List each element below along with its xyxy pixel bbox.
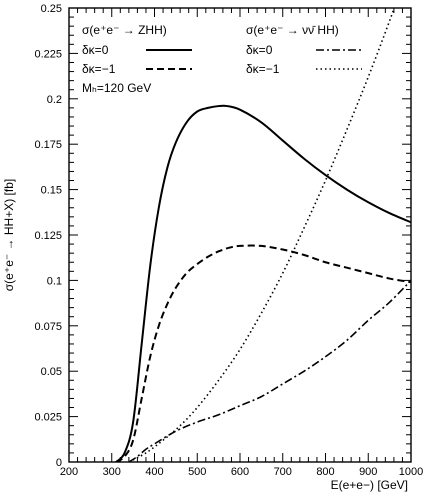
legend-label-nunuhh-dkm1: δκ=−1 [246,62,280,76]
x-tick-label: 700 [274,466,292,478]
y-tick-label: 0.125 [34,230,62,242]
y-tick-label: 0.025 [34,412,62,424]
x-tick-label: 400 [145,466,163,478]
axis-ticks [68,7,412,463]
x-tick-labels: 200 300 400 500 600 700 800 900 1000 [60,466,423,478]
plot-frame [68,7,412,463]
y-tick-labels: 0 0.025 0.05 0.075 0.1 0.125 0.15 0.175 0.2 0.225… [34,3,62,469]
legend: σ(e⁺e⁻ → ZHH) σ(e⁺e⁻ → νν̄ HH) δκ=0 δκ=−… [82,23,362,95]
y-tick-label: 0.1 [47,275,62,287]
x-tick-label: 800 [316,466,334,478]
x-tick-label: 500 [188,466,206,478]
legend-header-zhh: σ(e⁺e⁻ → ZHH) [82,23,167,37]
series-line-1 [115,244,411,462]
y-tick-label: 0.05 [41,366,62,378]
y-tick-label: 0.075 [34,321,62,333]
higgs-mass-annotation: Mₕ=120 GeV [82,81,151,95]
x-tick-label: 200 [60,466,78,478]
y-tick-label: 0.25 [41,3,62,15]
x-tick-label: 300 [103,466,121,478]
series-line-0 [115,104,411,462]
legend-label-zhh-dk0: δκ=0 [82,43,109,57]
x-tick-label: 1000 [399,466,423,478]
y-axis-title: σ(e⁺e⁻ → HH+X) [fb] [2,179,16,291]
y-tick-label: 0.225 [34,48,62,60]
legend-header-nunuhh: σ(e⁺e⁻ → νν̄ HH) [246,23,339,37]
x-tick-label: 900 [359,466,377,478]
y-tick-label: 0.2 [47,94,62,106]
y-tick-label: 0.175 [34,139,62,151]
x-tick-label: 600 [231,466,249,478]
curves-group [115,8,411,462]
legend-label-nunuhh-dk0: δκ=0 [246,43,273,57]
x-axis-title: E(e+e−) [GeV] [331,478,408,492]
series-line-2 [128,279,411,462]
y-tick-label: 0.15 [41,185,62,197]
y-tick-label: 0 [56,457,62,469]
legend-label-zhh-dkm1: δκ=−1 [82,62,116,76]
